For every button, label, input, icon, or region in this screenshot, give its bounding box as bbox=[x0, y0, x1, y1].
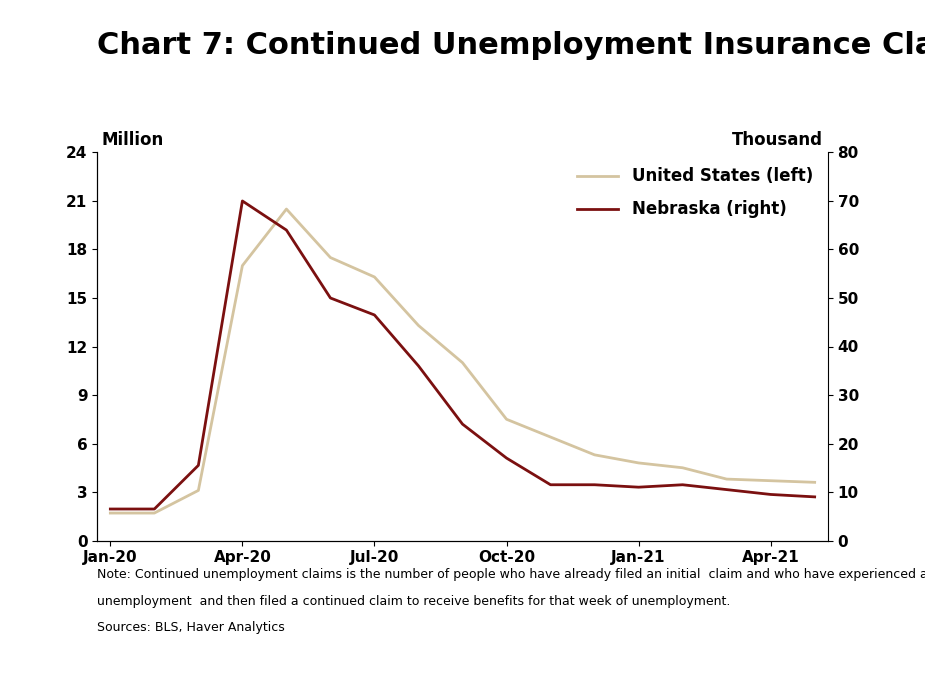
Text: Million: Million bbox=[102, 131, 164, 149]
Nebraska (right) bbox=[501, 454, 512, 462]
United States (left) bbox=[237, 261, 248, 270]
Nebraska (right) bbox=[105, 505, 116, 513]
United States (left) bbox=[677, 464, 688, 472]
Nebraska (right) bbox=[192, 462, 204, 470]
Nebraska (right) bbox=[237, 197, 248, 205]
United States (left) bbox=[457, 358, 468, 367]
Nebraska (right) bbox=[413, 362, 424, 370]
Nebraska (right) bbox=[809, 493, 820, 501]
Nebraska (right) bbox=[677, 481, 688, 489]
Line: United States (left): United States (left) bbox=[110, 209, 815, 513]
United States (left) bbox=[545, 433, 556, 441]
United States (left) bbox=[281, 205, 292, 213]
Nebraska (right) bbox=[545, 481, 556, 489]
United States (left) bbox=[809, 478, 820, 486]
United States (left) bbox=[633, 459, 644, 467]
United States (left) bbox=[192, 486, 204, 495]
United States (left) bbox=[149, 509, 160, 517]
Line: Nebraska (right): Nebraska (right) bbox=[110, 201, 815, 509]
Text: Sources: BLS, Haver Analytics: Sources: BLS, Haver Analytics bbox=[97, 621, 285, 634]
Text: unemployment  and then filed a continued claim to receive benefits for that week: unemployment and then filed a continued … bbox=[97, 595, 731, 608]
United States (left) bbox=[501, 415, 512, 423]
United States (left) bbox=[413, 322, 424, 330]
Nebraska (right) bbox=[281, 226, 292, 234]
Nebraska (right) bbox=[589, 481, 600, 489]
Nebraska (right) bbox=[325, 294, 336, 302]
Text: Chart 7: Continued Unemployment Insurance Claims: Chart 7: Continued Unemployment Insuranc… bbox=[97, 31, 925, 60]
United States (left) bbox=[765, 477, 776, 485]
United States (left) bbox=[325, 254, 336, 262]
Nebraska (right) bbox=[149, 505, 160, 513]
United States (left) bbox=[722, 475, 733, 483]
Nebraska (right) bbox=[369, 311, 380, 319]
Nebraska (right) bbox=[633, 483, 644, 491]
Legend: United States (left), Nebraska (right): United States (left), Nebraska (right) bbox=[570, 161, 820, 225]
Nebraska (right) bbox=[457, 420, 468, 428]
United States (left) bbox=[369, 273, 380, 281]
United States (left) bbox=[589, 450, 600, 459]
Nebraska (right) bbox=[765, 491, 776, 499]
Nebraska (right) bbox=[722, 485, 733, 493]
Text: Note: Continued unemployment claims is the number of people who have already fil: Note: Continued unemployment claims is t… bbox=[97, 568, 925, 581]
United States (left) bbox=[105, 509, 116, 517]
Text: Thousand: Thousand bbox=[733, 131, 823, 149]
